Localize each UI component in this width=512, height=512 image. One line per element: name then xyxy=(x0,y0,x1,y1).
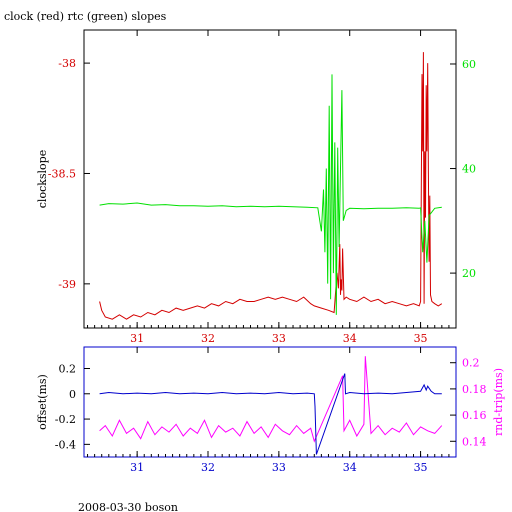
offset-y2-tick-label: 0.18 xyxy=(462,383,487,396)
offset-y2-tick-label: 0.2 xyxy=(462,357,480,370)
offset-series-1-line xyxy=(99,373,442,455)
offset-x-tick-label: 34 xyxy=(343,461,357,474)
offset-y2-tick-label: 0.14 xyxy=(462,435,487,448)
chart-title: clock (red) rtc (green) slopes xyxy=(4,10,167,23)
slope-y-tick-label: -39 xyxy=(58,278,76,291)
offset-y-tick-label: 0 xyxy=(69,388,76,401)
slope-y-axis-label: clockslope xyxy=(36,150,49,208)
slope-y2-tick-label: 60 xyxy=(462,58,476,71)
slope-x-tick-label: 32 xyxy=(201,332,215,345)
offset-x-tick-label: 35 xyxy=(414,461,428,474)
slope-series-1-line xyxy=(99,74,442,315)
offset-y2-tick-label: 0.16 xyxy=(462,409,487,422)
offset-x-tick-label: 33 xyxy=(272,461,286,474)
offset-plot-frame xyxy=(83,346,457,458)
slope-x-tick-label: 31 xyxy=(130,332,144,345)
offset-plot: offset(ms) rnd-trip(ms) 31 32 33 34 35 0.2 0 -0… xyxy=(36,346,505,474)
offset-x-tick-label: 32 xyxy=(201,461,215,474)
slope-x-tick-label: 34 xyxy=(343,332,357,345)
offset-series-0-line xyxy=(99,356,443,443)
slope-y2-tick-label: 40 xyxy=(462,163,476,176)
rndtrip-y-axis-label: rnd-trip(ms) xyxy=(492,368,505,436)
offset-y-tick-label: -0.2 xyxy=(55,413,76,426)
offset-y-axis-label: offset(ms) xyxy=(36,374,49,430)
offset-y-tick-label: 0.2 xyxy=(59,362,77,375)
footer-label: 2008-03-30 boson xyxy=(78,501,178,512)
slope-y-tick-label: -38.5 xyxy=(48,167,76,180)
slope-x-tick-label: 33 xyxy=(272,332,286,345)
slope-y2-tick-label: 20 xyxy=(462,267,476,280)
slope-x-tick-label: 35 xyxy=(414,332,428,345)
slope-series-0-line xyxy=(99,52,443,320)
offset-y-tick-label: -0.4 xyxy=(55,438,76,451)
slope-plot-frame xyxy=(83,29,457,329)
offset-x-tick-label: 31 xyxy=(130,461,144,474)
slope-plot: clockslope 31 32 33 34 35 -38 -38.5 -39 20 40 60 xyxy=(36,29,476,345)
slope-y-tick-label: -38 xyxy=(58,57,76,70)
